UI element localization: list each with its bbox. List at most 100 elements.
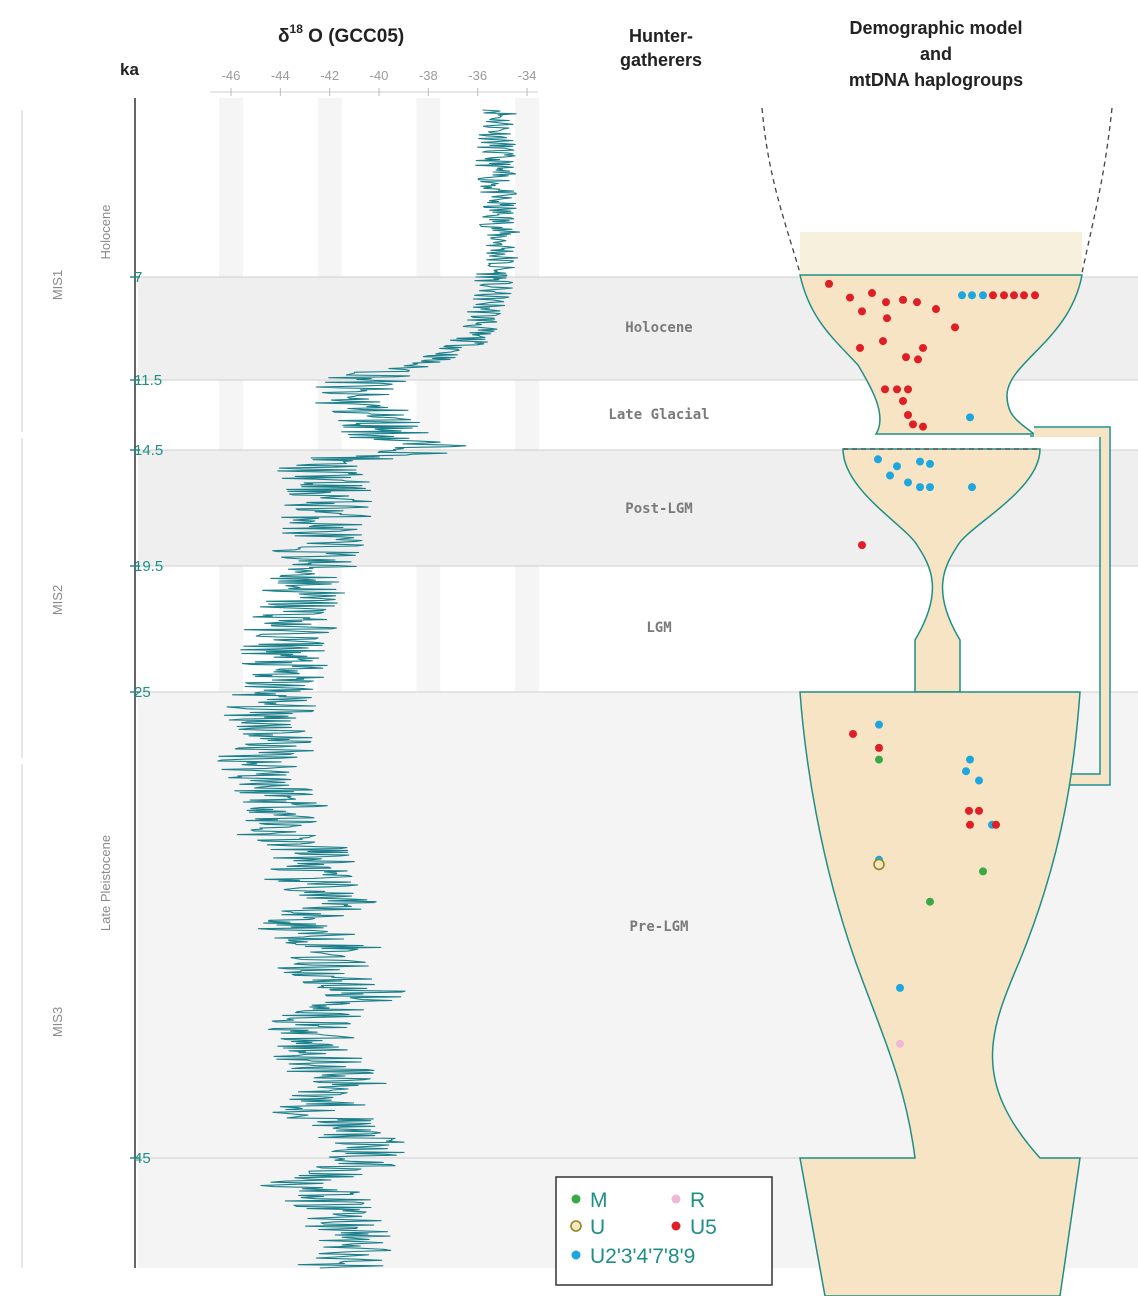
x-tick-label: -38 bbox=[419, 68, 438, 83]
sample-dot bbox=[874, 455, 882, 464]
sample-dot bbox=[989, 291, 997, 300]
legend-label-u5: U5 bbox=[690, 1216, 717, 1239]
migration-connector-outer bbox=[1034, 426, 1111, 786]
sample-dot bbox=[873, 858, 885, 871]
sample-dot bbox=[975, 806, 983, 815]
sample-dot bbox=[968, 291, 976, 300]
sample-dot bbox=[926, 483, 934, 492]
demographic-model bbox=[761, 107, 1113, 1296]
legend-swatch-m bbox=[571, 1194, 581, 1204]
sample-dot bbox=[896, 983, 904, 992]
period-labels: Holocene Late Glacial Post-LGM LGM Pre-L… bbox=[608, 320, 709, 935]
demographic-title-line2: and bbox=[920, 44, 952, 64]
sample-dot bbox=[893, 462, 901, 471]
sample-dot bbox=[893, 385, 901, 394]
mis3-label: MIS3 bbox=[50, 1007, 65, 1037]
d18o-title-delta: δ bbox=[278, 26, 290, 47]
sample-dot bbox=[968, 483, 976, 492]
marine-isotope-stages: MIS1 MIS2 MIS3 bbox=[21, 110, 65, 1268]
legend-label-u: U bbox=[590, 1216, 605, 1239]
x-axis-ticks: -46 -44 -42 -40 -38 -36 -34 bbox=[222, 68, 536, 96]
d18o-title: δ18 O (GCC05) bbox=[278, 22, 404, 47]
sample-dot bbox=[1020, 291, 1028, 300]
demographic-title-line3: mtDNA haplogroups bbox=[849, 70, 1023, 90]
legend-swatch-u2-3-4-7-8-9 bbox=[571, 1250, 581, 1260]
sample-dot bbox=[913, 298, 921, 307]
period-label-late-glacial: Late Glacial bbox=[608, 407, 709, 423]
haplogroup-samples bbox=[825, 279, 1039, 1048]
ka-axis-label: ka bbox=[120, 60, 139, 79]
ka-tick-label: 11.5 bbox=[134, 372, 162, 389]
legend-label-r: R bbox=[690, 1189, 705, 1212]
period-label-post-lgm: Post-LGM bbox=[625, 501, 692, 517]
sample-dot bbox=[856, 343, 864, 352]
sample-dot bbox=[1000, 291, 1008, 300]
geological-epochs: Holocene Late Pleistocene bbox=[98, 205, 113, 932]
sample-dot bbox=[904, 385, 912, 394]
period-label-holocene: Holocene bbox=[625, 320, 692, 336]
sample-dot bbox=[916, 483, 924, 492]
demographic-title-line1: Demographic model bbox=[849, 18, 1022, 38]
holocene-epoch-label: Holocene bbox=[98, 205, 113, 260]
sample-dot bbox=[899, 397, 907, 405]
legend-label-m: M bbox=[590, 1189, 608, 1212]
sample-dot bbox=[846, 293, 854, 302]
sample-dot bbox=[919, 422, 927, 431]
sample-dot bbox=[1031, 291, 1039, 300]
x-tick-label: -36 bbox=[468, 68, 487, 83]
sample-dot bbox=[951, 323, 959, 332]
hunter-gatherers-title-line1: Hunter- bbox=[629, 26, 693, 46]
post-lgm-lgm-section bbox=[842, 448, 1041, 693]
holocene-fade bbox=[800, 232, 1082, 277]
sample-dot bbox=[926, 897, 934, 906]
legend-swatch-u bbox=[570, 1220, 582, 1232]
sample-dot bbox=[966, 413, 974, 422]
upper-left-dashed-edge bbox=[761, 107, 801, 274]
sample-dot bbox=[916, 457, 924, 466]
sample-dot bbox=[965, 806, 973, 815]
sample-dot bbox=[849, 729, 857, 738]
sample-dot bbox=[868, 289, 876, 298]
migration-connector-fill bbox=[1034, 428, 1109, 784]
x-tick-label: -44 bbox=[271, 68, 290, 83]
sample-dot bbox=[858, 307, 866, 316]
ka-tick-label: 45 bbox=[134, 1150, 151, 1167]
legend-label-u2-3-4-7-8-9: U2'3'4'7'8'9 bbox=[590, 1245, 695, 1268]
d18o-title-text: O (GCC05) bbox=[303, 26, 404, 47]
legend-swatch-r bbox=[671, 1194, 681, 1204]
sample-dot bbox=[899, 295, 907, 304]
sample-dot bbox=[883, 314, 891, 323]
sample-dot bbox=[958, 291, 966, 300]
d18o-series-line bbox=[217, 109, 521, 1269]
sample-dot bbox=[886, 471, 894, 480]
sample-dot bbox=[975, 776, 983, 785]
mis1-label: MIS1 bbox=[50, 270, 65, 300]
d18o-curve bbox=[217, 109, 521, 1269]
sample-dot bbox=[1010, 291, 1018, 300]
sample-dot bbox=[881, 385, 889, 394]
legend-box bbox=[555, 1176, 773, 1286]
ka-tick-label: 19.5 bbox=[134, 558, 163, 575]
sample-dot bbox=[932, 305, 940, 314]
sample-dot bbox=[992, 820, 1000, 829]
sample-dot bbox=[979, 867, 987, 876]
ka-tick-label: 7 bbox=[134, 269, 142, 286]
late-pleistocene-label: Late Pleistocene bbox=[98, 835, 113, 931]
ka-tick-label: 25 bbox=[134, 684, 151, 701]
sample-dot bbox=[904, 478, 912, 487]
mis2-label: MIS2 bbox=[50, 585, 65, 615]
sample-dot bbox=[875, 755, 883, 764]
legend-swatch-u5 bbox=[671, 1221, 681, 1231]
sample-dot bbox=[858, 541, 866, 550]
sample-dot bbox=[902, 353, 910, 362]
holocene-section bbox=[799, 274, 1083, 435]
pre-lgm-section bbox=[799, 691, 1081, 1296]
x-tick-label: -42 bbox=[320, 68, 339, 83]
sample-dot bbox=[979, 291, 987, 300]
period-label-pre-lgm: Pre-LGM bbox=[629, 919, 688, 935]
sample-dot bbox=[875, 720, 883, 729]
period-label-lgm: LGM bbox=[646, 620, 671, 636]
sample-dot bbox=[962, 767, 970, 776]
